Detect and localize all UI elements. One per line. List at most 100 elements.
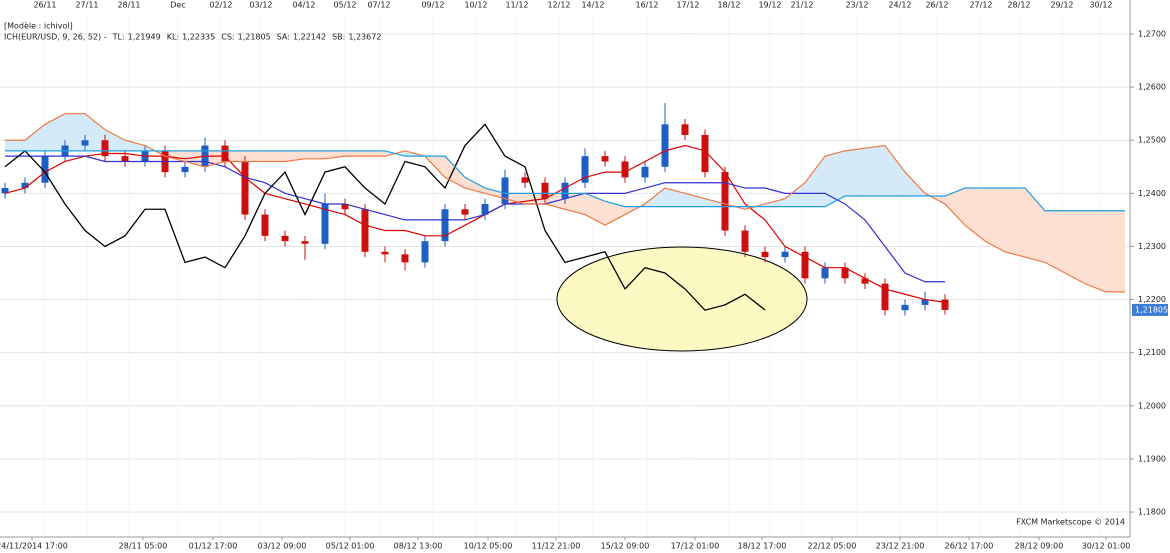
cloud-segment: [25, 124, 45, 151]
x-tick-label-top: 04/12: [292, 1, 315, 10]
cloud-segment: [685, 193, 705, 207]
x-tick-label: 28/12 09:00: [1015, 542, 1064, 551]
cloud-segment: [285, 150, 305, 162]
candle-body: [781, 251, 789, 258]
y-tick-label: 1,2700: [1138, 29, 1166, 38]
candle-body: [741, 230, 749, 252]
cloud-segment: [65, 113, 85, 151]
cloud-segment: [1105, 210, 1125, 293]
cloud-segment: [165, 150, 185, 162]
candle-body: [721, 172, 729, 231]
x-tick-label-top: 17/12: [676, 1, 699, 10]
x-tick-label: 10/12 05:00: [464, 542, 513, 551]
y-tick-label: 1,2000: [1138, 401, 1166, 410]
candle-body: [181, 166, 189, 173]
y-tick-label: 1,2400: [1138, 189, 1166, 198]
legend-value: 1,21949: [128, 33, 161, 42]
y-tick-label: 1,1800: [1138, 508, 1166, 517]
last-price-label: 1,21805: [1135, 305, 1168, 314]
y-tick-label: 1,2500: [1138, 136, 1166, 145]
x-tick-label: 15/12 09:00: [601, 542, 650, 551]
legend-value: 1,23672: [348, 33, 381, 42]
cloud-segment: [245, 150, 265, 162]
candle-body: [401, 254, 409, 263]
candle-body: [381, 251, 389, 255]
marks-layer: [1, 103, 1126, 316]
indicator-line: [4, 123, 766, 311]
cloud-segment: [885, 145, 905, 196]
cloud-segment: [505, 193, 525, 204]
candle-body: [261, 214, 269, 236]
cloud-layer: [5, 113, 1125, 293]
x-tick-label-top: Dec: [170, 1, 185, 10]
watermark: FXCM Marketscope © 2014: [1016, 518, 1125, 527]
candle-body: [421, 241, 429, 263]
x-tick-label: 01/12 17:00: [189, 542, 238, 551]
cloud-segment: [45, 113, 65, 151]
candle-body: [661, 124, 669, 167]
x-tick-label-top: 05/12: [333, 1, 356, 10]
candle-body: [221, 145, 229, 162]
cloud-segment: [225, 150, 245, 162]
candle-body: [901, 304, 909, 311]
cloud-segment: [785, 182, 805, 207]
highlight-ellipse: [556, 246, 808, 352]
candle-body: [821, 267, 829, 279]
cloud-segment: [305, 150, 325, 159]
candle-body: [761, 251, 769, 258]
x-tick-label-top: 14/12: [581, 1, 604, 10]
x-tick-label: 17/12 01:00: [671, 542, 720, 551]
cloud-segment: [265, 150, 285, 162]
candle-body: [521, 177, 529, 183]
x-tick-label: 03/12 09:00: [258, 542, 307, 551]
x-tick-label-top: 23/12: [845, 1, 868, 10]
cloud-segment: [1045, 210, 1065, 274]
x-tick-label-top: 19/12: [758, 1, 781, 10]
y-tick-label: 1,2600: [1138, 83, 1166, 92]
y-tick-label: 1,1900: [1138, 454, 1166, 463]
cloud-segment: [345, 150, 365, 157]
x-tick-label-top: 10/12: [464, 1, 487, 10]
candle-body: [681, 124, 689, 135]
candle-body: [361, 209, 369, 252]
x-tick-label: 11/12 21:00: [532, 542, 581, 551]
x-tick-label: 30/12 01:00: [1082, 542, 1131, 551]
candle-body: [561, 182, 569, 199]
x-tick-label-top: 26/11: [33, 1, 56, 10]
cloud-segment: [445, 156, 465, 189]
x-tick-label-top: 29/12: [1050, 1, 1073, 10]
cloud-segment: [565, 193, 585, 215]
legend-value: 1,21805: [238, 33, 271, 42]
cloud-segment: [945, 188, 965, 226]
indicator-line: [5, 155, 945, 283]
x-tick-label-top: 27/12: [969, 1, 992, 10]
cloud-segment: [985, 188, 1005, 252]
candle-body: [621, 161, 629, 178]
candle-body: [241, 161, 249, 215]
x-tick-label-top: 02/12: [209, 1, 232, 10]
cloud-segment: [665, 188, 685, 207]
candle-body: [121, 156, 129, 162]
y-tick-label: 1,2200: [1138, 295, 1166, 304]
candle-body: [541, 182, 549, 199]
candle-body: [641, 166, 649, 178]
candle-body: [1, 188, 9, 194]
candle-body: [281, 235, 289, 242]
cloud-segment: [965, 188, 985, 242]
x-tick-label-top: 21/12: [790, 1, 813, 10]
cloud-segment: [1025, 188, 1045, 263]
candle-body: [461, 209, 469, 215]
x-tick-label-top: 28/11: [117, 1, 140, 10]
cloud-segment: [1005, 188, 1025, 258]
x-tick-label: 18/12 17:00: [738, 542, 787, 551]
x-tick-label: 26/12 17:00: [945, 542, 994, 551]
indicator-label: ICH(EUR/USD, 9, 26, 52) -: [4, 33, 107, 42]
legend-value: 1,22142: [293, 33, 326, 42]
candle-body: [701, 134, 709, 173]
candle-body: [601, 156, 609, 162]
cloud-segment: [85, 113, 105, 151]
cloud-segment: [5, 140, 25, 151]
cloud-segment: [185, 150, 205, 167]
